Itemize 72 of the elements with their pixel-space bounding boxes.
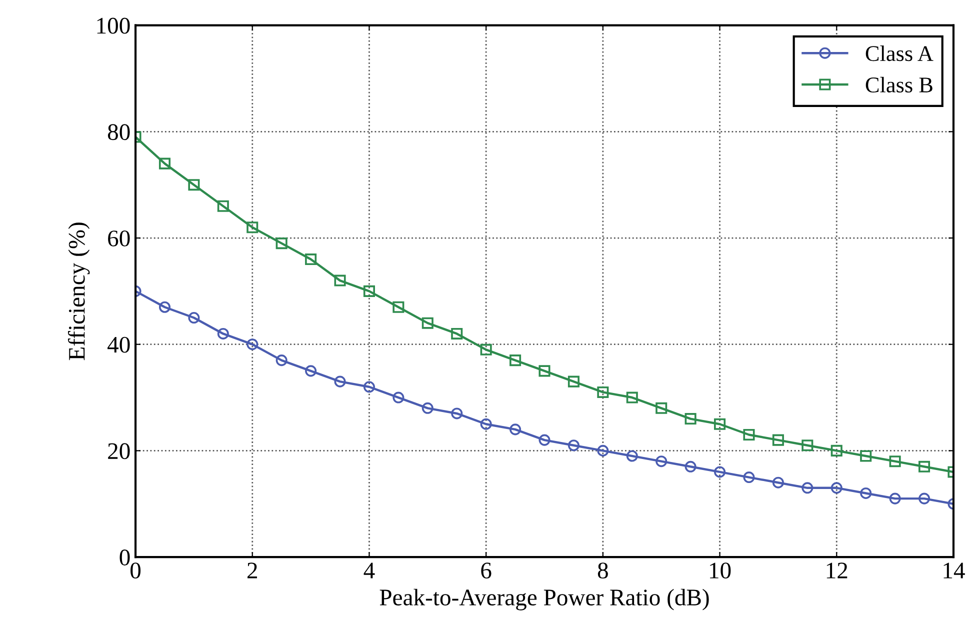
x-tick-label: 4 bbox=[364, 562, 375, 578]
point bbox=[246, 338, 258, 350]
point bbox=[217, 200, 229, 212]
x-tick-label: 0 bbox=[130, 562, 141, 579]
y-tick-label: 80 bbox=[108, 124, 130, 140]
point bbox=[714, 466, 726, 478]
point bbox=[860, 450, 872, 462]
point bbox=[392, 392, 404, 404]
point bbox=[656, 456, 668, 468]
x-tick-label: 8 bbox=[598, 562, 608, 579]
point bbox=[334, 376, 346, 388]
point bbox=[597, 386, 609, 398]
point bbox=[480, 418, 492, 430]
point bbox=[772, 434, 784, 446]
point bbox=[830, 482, 842, 494]
point bbox=[626, 450, 638, 462]
y-tick-label: 40 bbox=[108, 336, 130, 353]
point bbox=[451, 408, 463, 420]
point bbox=[276, 354, 288, 366]
point bbox=[334, 274, 346, 286]
point bbox=[305, 365, 317, 377]
x-tick-label: 6 bbox=[481, 562, 492, 579]
point bbox=[684, 460, 696, 472]
point bbox=[597, 444, 609, 456]
y-tick-label: 100 bbox=[97, 18, 130, 34]
point bbox=[276, 238, 288, 250]
x-tick-label: 14 bbox=[944, 562, 965, 578]
x-tick-label: 2 bbox=[248, 562, 257, 578]
point bbox=[510, 424, 522, 436]
point bbox=[830, 444, 842, 456]
point bbox=[188, 312, 200, 324]
point bbox=[889, 492, 901, 504]
point bbox=[860, 487, 872, 499]
point bbox=[188, 179, 200, 191]
legend-label: Class A bbox=[866, 45, 934, 62]
point bbox=[422, 317, 434, 329]
point bbox=[802, 482, 814, 494]
point bbox=[510, 354, 522, 366]
point bbox=[626, 392, 638, 404]
point bbox=[217, 328, 229, 340]
point bbox=[918, 492, 930, 504]
point bbox=[538, 434, 550, 446]
point bbox=[363, 381, 375, 393]
point bbox=[918, 460, 930, 472]
x-axis-title: Peak-to-Average Power Ratio (dB) bbox=[380, 588, 709, 610]
y-tick-label: 20 bbox=[108, 443, 130, 460]
point bbox=[392, 301, 404, 313]
point bbox=[363, 285, 375, 297]
point bbox=[568, 376, 580, 388]
point bbox=[158, 158, 170, 170]
point bbox=[568, 440, 580, 452]
point bbox=[246, 222, 258, 234]
point bbox=[451, 328, 463, 340]
point bbox=[422, 402, 434, 414]
y-tick-label: 0 bbox=[120, 550, 130, 566]
y-tick-label: 60 bbox=[108, 230, 130, 246]
y-axis-title: Efficiency (%) bbox=[68, 222, 90, 360]
point bbox=[714, 418, 726, 430]
point bbox=[158, 301, 170, 313]
point bbox=[538, 365, 550, 377]
point bbox=[743, 472, 755, 484]
point bbox=[480, 344, 492, 356]
point bbox=[656, 402, 668, 414]
x-tick-label: 10 bbox=[710, 562, 731, 579]
point bbox=[772, 476, 784, 488]
point bbox=[802, 440, 814, 452]
point bbox=[889, 456, 901, 468]
x-tick-label: 12 bbox=[826, 562, 848, 578]
legend-label: Class B bbox=[866, 76, 932, 92]
point bbox=[684, 413, 696, 425]
point bbox=[305, 254, 317, 266]
point bbox=[743, 428, 755, 441]
